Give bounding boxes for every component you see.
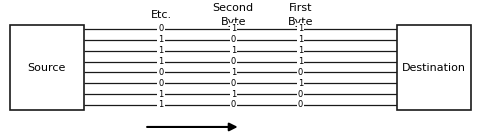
Text: 1: 1 — [158, 57, 163, 66]
Text: First: First — [288, 3, 312, 13]
Text: 0: 0 — [230, 57, 235, 66]
Text: 1: 1 — [230, 68, 235, 77]
Text: 1: 1 — [158, 90, 163, 99]
Text: 0: 0 — [298, 68, 302, 77]
Text: 1: 1 — [298, 46, 302, 55]
Text: Source: Source — [28, 63, 66, 73]
Text: 1: 1 — [298, 24, 302, 34]
Text: 0: 0 — [298, 90, 302, 99]
Text: 1: 1 — [230, 90, 235, 99]
Text: 0: 0 — [158, 24, 163, 34]
Text: 1: 1 — [230, 24, 235, 34]
Text: 1: 1 — [298, 79, 302, 88]
Text: 1: 1 — [298, 57, 302, 66]
Text: 0: 0 — [230, 100, 235, 109]
Text: 0: 0 — [230, 35, 235, 44]
Text: 1: 1 — [230, 46, 235, 55]
Text: Etc.: Etc. — [150, 10, 171, 20]
Text: 1: 1 — [298, 35, 302, 44]
Bar — [10, 25, 84, 110]
Text: Second: Second — [212, 3, 253, 13]
Text: 1: 1 — [158, 46, 163, 55]
Text: 0: 0 — [158, 68, 163, 77]
Text: 0: 0 — [230, 79, 235, 88]
Text: Byte: Byte — [220, 17, 246, 27]
Text: Byte: Byte — [287, 17, 313, 27]
Text: Destination: Destination — [401, 63, 465, 73]
Text: 0: 0 — [158, 79, 163, 88]
Text: 0: 0 — [298, 100, 302, 109]
Bar — [396, 25, 470, 110]
Text: 1: 1 — [158, 35, 163, 44]
Text: 1: 1 — [158, 100, 163, 109]
